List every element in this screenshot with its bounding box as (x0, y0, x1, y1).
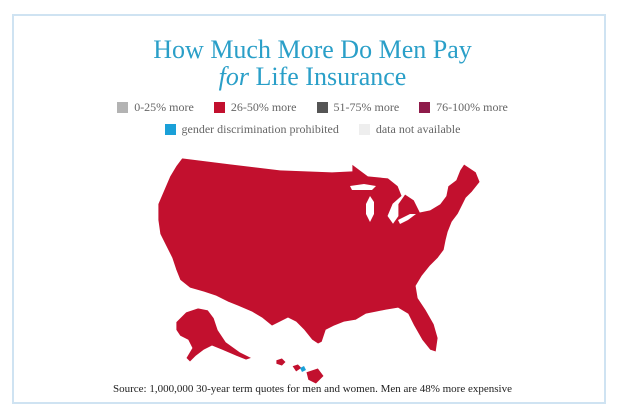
legend-label-prohibited: gender discrimination prohibited (181, 122, 339, 136)
legend-swatch-0-25 (117, 102, 129, 113)
lake-michigan (366, 196, 374, 222)
legend-row-1: 0-25% more 26-50% more 51-75% more 76-10… (0, 100, 625, 115)
legend-swatch-51-75 (316, 102, 328, 113)
chart-title-rest: Life Insurance (248, 62, 407, 91)
legend-row-2: gender discrimination prohibited data no… (0, 122, 625, 137)
legend-swatch-76-100 (419, 102, 431, 113)
chart-title-line-2: for Life Insurance (0, 63, 625, 91)
legend-swatch-not-available (358, 124, 370, 135)
hawaii-island-3 (300, 366, 306, 372)
legend-item-prohibited: gender discrimination prohibited (164, 122, 339, 137)
lake-superior (350, 184, 376, 190)
lake-erie (398, 214, 416, 224)
alaska-shape (175, 307, 254, 363)
hawaii-island-4 (305, 367, 325, 385)
hawaii-island-1 (275, 357, 287, 367)
legend-label-0-25: 0-25% more (134, 100, 194, 114)
us-map (157, 157, 481, 385)
legend-swatch-prohibited (164, 124, 176, 135)
legend-item-76-100: 76-100% more (419, 100, 508, 115)
legend-label-51-75: 51-75% more (333, 100, 400, 114)
legend-item-not-available: data not available (358, 122, 461, 137)
contiguous-us-shape (157, 157, 481, 353)
legend-item-0-25: 0-25% more (117, 100, 194, 115)
legend-swatch-26-50 (213, 102, 225, 113)
chart-title-emphasis: for (218, 62, 249, 91)
legend-label-76-100: 76-100% more (436, 100, 508, 114)
source-note: Source: 1,000,000 30-year term quotes fo… (113, 383, 512, 395)
legend-label-26-50: 26-50% more (230, 100, 297, 114)
legend-item-51-75: 51-75% more (316, 100, 400, 115)
legend-label-not-available: data not available (375, 122, 461, 136)
legend-item-26-50: 26-50% more (213, 100, 297, 115)
chart-title-line-1: How Much More Do Men Pay (153, 35, 472, 64)
